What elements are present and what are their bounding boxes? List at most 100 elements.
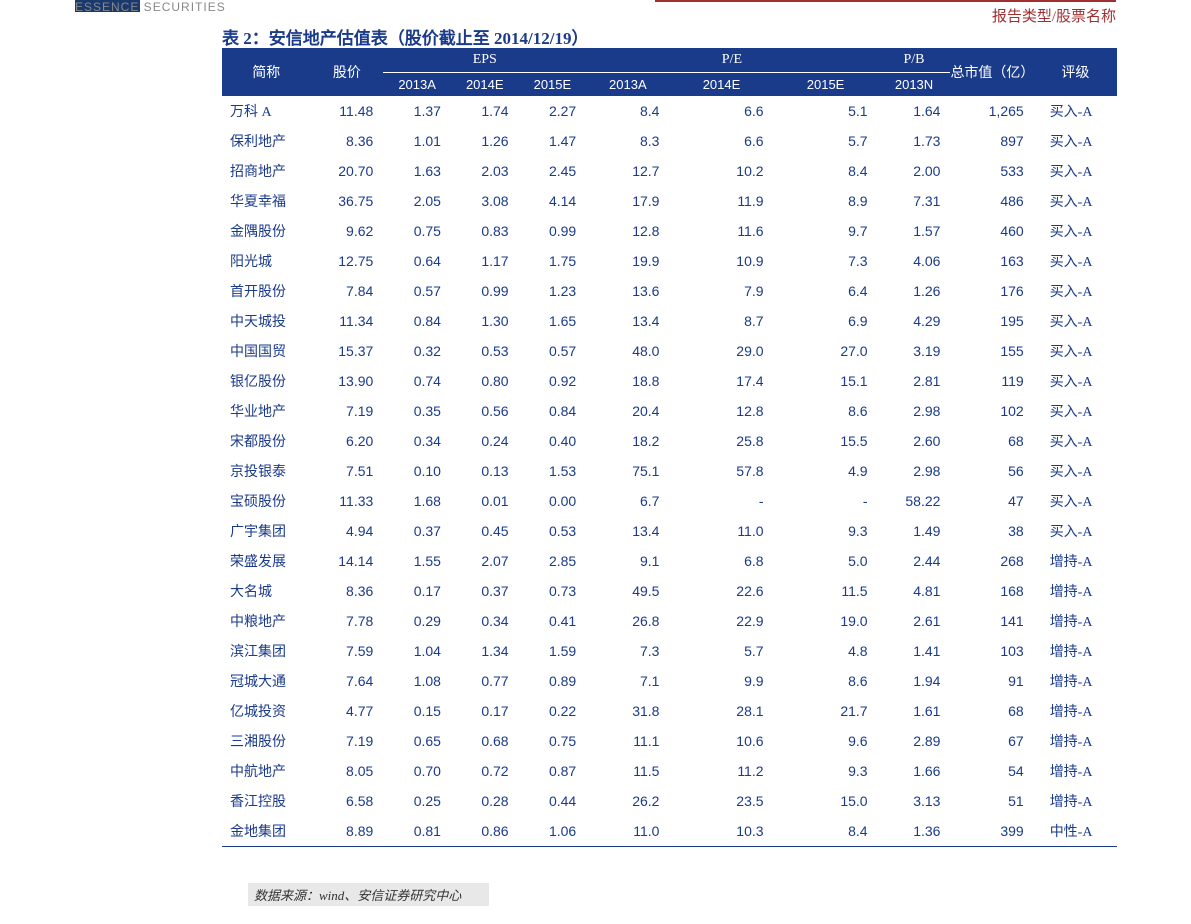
table-row: 中粮地产7.780.290.340.4126.822.919.02.61141增… bbox=[222, 606, 1117, 636]
cell-eps-2014e: 0.86 bbox=[451, 816, 519, 847]
cell-rating: 买入-A bbox=[1034, 336, 1117, 366]
cell-price: 15.37 bbox=[310, 336, 383, 366]
cell-eps-2015e: 0.73 bbox=[519, 576, 587, 606]
cell-price: 13.90 bbox=[310, 366, 383, 396]
cell-pe-2015e: - bbox=[774, 486, 878, 516]
cell-pb-2013n: 1.26 bbox=[878, 276, 951, 306]
cell-price: 7.59 bbox=[310, 636, 383, 666]
cell-pe-2015e: 9.3 bbox=[774, 516, 878, 546]
cell-eps-2013a: 2.05 bbox=[383, 186, 451, 216]
cell-rating: 买入-A bbox=[1034, 366, 1117, 396]
cell-pb-2013n: 1.94 bbox=[878, 666, 951, 696]
table-title: 表 2：安信地产估值表（股价截止至 2014/12/19） bbox=[222, 24, 588, 49]
cell-rating: 增持-A bbox=[1034, 606, 1117, 636]
cell-pe-2015e: 5.0 bbox=[774, 546, 878, 576]
cell-pe-2013a: 11.0 bbox=[586, 816, 669, 847]
cell-pe-2014e: 11.9 bbox=[669, 186, 773, 216]
cell-mcap: 102 bbox=[950, 396, 1033, 426]
cell-eps-2015e: 4.14 bbox=[519, 186, 587, 216]
header-company-name: ESSENCE SECURITIES bbox=[75, 0, 226, 14]
cell-pe-2015e: 19.0 bbox=[774, 606, 878, 636]
cell-eps-2013a: 0.57 bbox=[383, 276, 451, 306]
cell-eps-2014e: 1.30 bbox=[451, 306, 519, 336]
cell-pb-2013n: 2.98 bbox=[878, 456, 951, 486]
cell-eps-2013a: 0.35 bbox=[383, 396, 451, 426]
cell-price: 8.05 bbox=[310, 756, 383, 786]
cell-pe-2013a: 6.7 bbox=[586, 486, 669, 516]
cell-pe-2014e: 25.8 bbox=[669, 426, 773, 456]
cell-price: 11.33 bbox=[310, 486, 383, 516]
cell-eps-2014e: 0.83 bbox=[451, 216, 519, 246]
cell-pe-2013a: 11.5 bbox=[586, 756, 669, 786]
table-row: 招商地产20.701.632.032.4512.710.28.42.00533买… bbox=[222, 156, 1117, 186]
cell-mcap: 1,265 bbox=[950, 96, 1033, 126]
cell-pe-2015e: 6.4 bbox=[774, 276, 878, 306]
cell-mcap: 155 bbox=[950, 336, 1033, 366]
cell-pb-2013n: 3.19 bbox=[878, 336, 951, 366]
cell-pe-2015e: 21.7 bbox=[774, 696, 878, 726]
cell-eps-2014e: 0.45 bbox=[451, 516, 519, 546]
cell-rating: 买入-A bbox=[1034, 426, 1117, 456]
cell-price: 12.75 bbox=[310, 246, 383, 276]
cell-pe-2013a: 13.4 bbox=[586, 306, 669, 336]
cell-pe-2015e: 7.3 bbox=[774, 246, 878, 276]
cell-price: 6.20 bbox=[310, 426, 383, 456]
cell-price: 20.70 bbox=[310, 156, 383, 186]
cell-rating: 买入-A bbox=[1034, 96, 1117, 126]
cell-pe-2013a: 75.1 bbox=[586, 456, 669, 486]
table-row: 金隅股份9.620.750.830.9912.811.69.71.57460买入… bbox=[222, 216, 1117, 246]
cell-eps-2015e: 2.45 bbox=[519, 156, 587, 186]
table-row: 华业地产7.190.350.560.8420.412.88.62.98102买入… bbox=[222, 396, 1117, 426]
cell-name: 保利地产 bbox=[222, 126, 310, 156]
cell-pb-2013n: 7.31 bbox=[878, 186, 951, 216]
cell-price: 7.19 bbox=[310, 726, 383, 756]
cell-name: 中国国贸 bbox=[222, 336, 310, 366]
cell-name: 荣盛发展 bbox=[222, 546, 310, 576]
cell-price: 8.89 bbox=[310, 816, 383, 847]
cell-pe-2013a: 49.5 bbox=[586, 576, 669, 606]
cell-pe-2015e: 8.6 bbox=[774, 396, 878, 426]
cell-pe-2013a: 8.4 bbox=[586, 96, 669, 126]
cell-mcap: 119 bbox=[950, 366, 1033, 396]
cell-pb-2013n: 1.41 bbox=[878, 636, 951, 666]
col-eps-group-header: EPS bbox=[383, 48, 586, 73]
cell-mcap: 56 bbox=[950, 456, 1033, 486]
cell-eps-2014e: 0.13 bbox=[451, 456, 519, 486]
cell-pb-2013n: 2.81 bbox=[878, 366, 951, 396]
cell-eps-2015e: 0.57 bbox=[519, 336, 587, 366]
cell-price: 8.36 bbox=[310, 576, 383, 606]
cell-price: 36.75 bbox=[310, 186, 383, 216]
cell-rating: 增持-A bbox=[1034, 546, 1117, 576]
col-pe-2014e-header: 2014E bbox=[669, 73, 773, 97]
cell-pe-2014e: 29.0 bbox=[669, 336, 773, 366]
cell-pe-2015e: 8.4 bbox=[774, 816, 878, 847]
cell-pe-2014e: 10.2 bbox=[669, 156, 773, 186]
table-row: 三湘股份7.190.650.680.7511.110.69.62.8967增持-… bbox=[222, 726, 1117, 756]
cell-mcap: 67 bbox=[950, 726, 1033, 756]
cell-pb-2013n: 4.29 bbox=[878, 306, 951, 336]
cell-eps-2014e: 0.77 bbox=[451, 666, 519, 696]
cell-pe-2015e: 15.0 bbox=[774, 786, 878, 816]
cell-mcap: 195 bbox=[950, 306, 1033, 336]
cell-rating: 增持-A bbox=[1034, 786, 1117, 816]
cell-eps-2015e: 0.92 bbox=[519, 366, 587, 396]
cell-rating: 增持-A bbox=[1034, 576, 1117, 606]
cell-eps-2015e: 0.41 bbox=[519, 606, 587, 636]
cell-name: 滨江集团 bbox=[222, 636, 310, 666]
cell-name: 阳光城 bbox=[222, 246, 310, 276]
cell-price: 14.14 bbox=[310, 546, 383, 576]
cell-mcap: 141 bbox=[950, 606, 1033, 636]
cell-pb-2013n: 4.06 bbox=[878, 246, 951, 276]
cell-eps-2014e: 0.01 bbox=[451, 486, 519, 516]
cell-mcap: 68 bbox=[950, 426, 1033, 456]
cell-pe-2015e: 6.9 bbox=[774, 306, 878, 336]
header-right-divider bbox=[655, 0, 1116, 2]
col-eps-2015e-header: 2015E bbox=[519, 73, 587, 97]
cell-eps-2013a: 1.63 bbox=[383, 156, 451, 186]
cell-eps-2015e: 1.65 bbox=[519, 306, 587, 336]
table-row: 中国国贸15.370.320.530.5748.029.027.03.19155… bbox=[222, 336, 1117, 366]
cell-pe-2015e: 8.9 bbox=[774, 186, 878, 216]
cell-pb-2013n: 58.22 bbox=[878, 486, 951, 516]
cell-rating: 买入-A bbox=[1034, 156, 1117, 186]
cell-eps-2014e: 0.72 bbox=[451, 756, 519, 786]
